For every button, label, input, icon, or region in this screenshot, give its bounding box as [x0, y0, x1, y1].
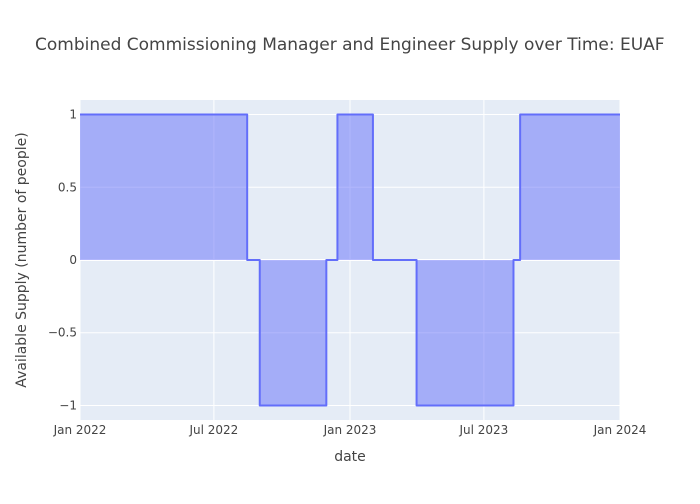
x-tick-label: Jan 2024 [593, 423, 647, 437]
x-tick-label: Jan 2023 [323, 423, 377, 437]
x-tick-label: Jul 2023 [458, 423, 508, 437]
y-tick-label: −1 [59, 398, 77, 412]
x-tick-labels: Jan 2022 Jul 2022 Jan 2023 Jul 2023 Jan 2024 [53, 423, 647, 437]
y-axis-title: Available Supply (number of people) [14, 132, 30, 387]
y-tick-label: −0.5 [48, 326, 77, 340]
chart-title: Combined Commissioning Manager and Engin… [35, 35, 665, 55]
y-tick-label: 1 [69, 108, 77, 122]
series-layer [80, 113, 620, 407]
series-line [80, 113, 620, 407]
x-tick-label: Jul 2022 [188, 423, 238, 437]
y-tick-label: 0.5 [58, 180, 77, 194]
x-axis-title: date [334, 449, 366, 465]
y-tick-label: 0 [69, 253, 77, 267]
area-fill [80, 114, 620, 406]
y-tick-labels: 1 0.5 0 −0.5 −1 [48, 108, 77, 413]
x-tick-label: Jan 2022 [53, 423, 107, 437]
